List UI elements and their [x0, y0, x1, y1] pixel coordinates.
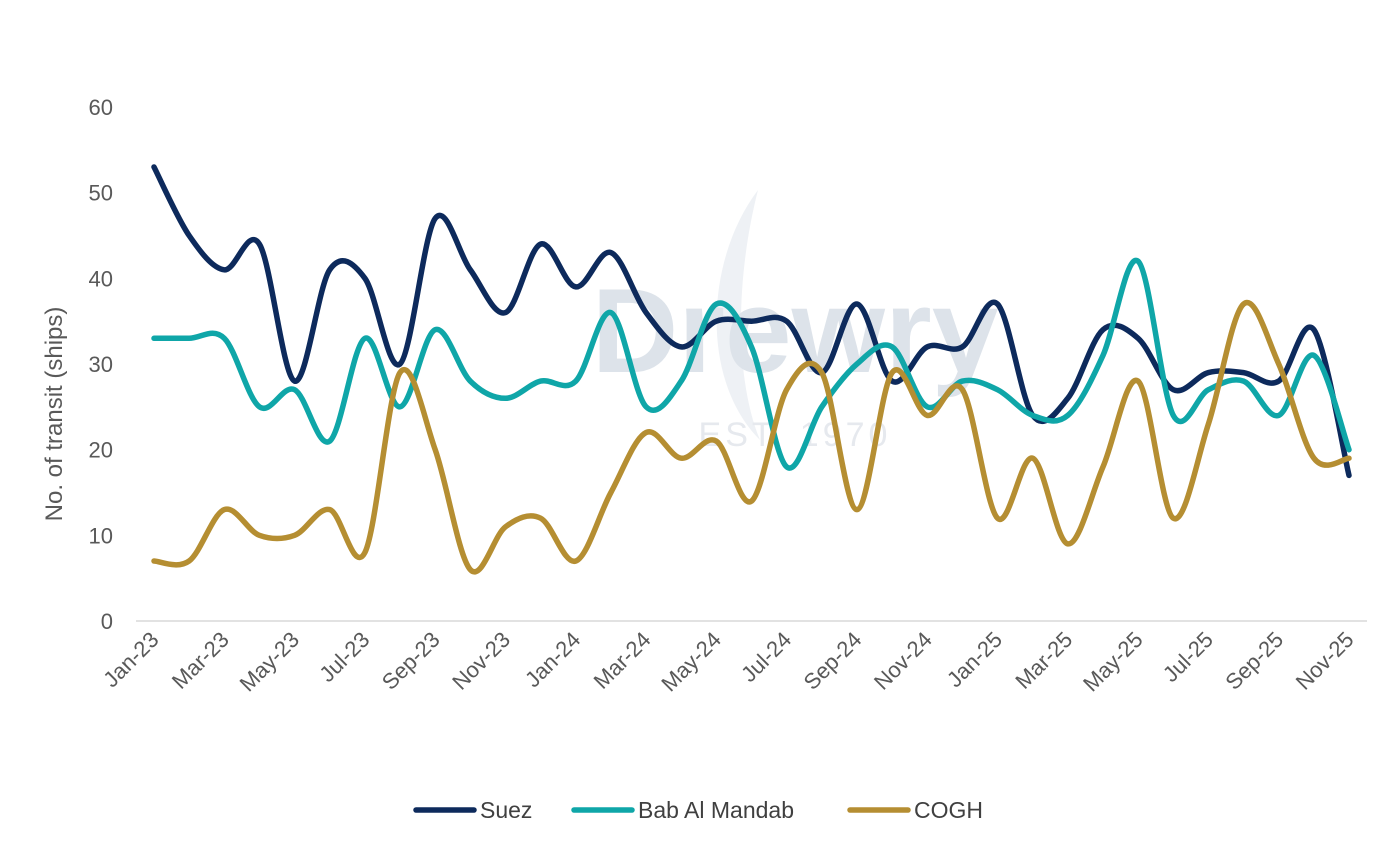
x-tick-label: May-24 — [656, 627, 726, 697]
x-tick-label: May-25 — [1078, 627, 1148, 697]
legend: Suez Bab Al Mandab COGH — [413, 797, 983, 823]
series-line-bab-al-mandab — [151, 257, 1352, 471]
x-tick-label: May-23 — [235, 627, 305, 697]
series-line-cogh — [151, 299, 1352, 575]
x-tick-label: Sep-23 — [377, 627, 445, 695]
y-tick-label: 60 — [89, 95, 113, 120]
y-axis-ticks: 0 10 20 30 40 50 60 — [89, 95, 113, 634]
legend-label-cogh: COGH — [914, 797, 983, 823]
y-tick-label: 10 — [89, 523, 113, 548]
x-tick-label: Jan-24 — [520, 627, 585, 692]
x-tick-label: Mar-23 — [167, 627, 234, 694]
x-axis-ticks: Jan-23 Mar-23 May-23 Jul-23 Sep-23 Nov-23 Jan-… — [98, 627, 1358, 697]
x-tick-label: Jul-23 — [314, 627, 374, 687]
x-tick-label: Mar-24 — [589, 627, 656, 694]
y-tick-label: 20 — [89, 438, 113, 463]
x-tick-label: Nov-24 — [869, 627, 937, 695]
x-tick-label: Nov-25 — [1291, 627, 1359, 695]
x-tick-label: Jul-25 — [1158, 627, 1218, 687]
y-tick-label: 50 — [89, 181, 113, 206]
y-tick-label: 0 — [101, 609, 113, 634]
x-tick-label: Mar-25 — [1010, 627, 1077, 694]
y-tick-label: 40 — [89, 266, 113, 291]
x-tick-label: Nov-23 — [447, 627, 515, 695]
legend-label-bab-al-mandab: Bab Al Mandab — [638, 797, 794, 823]
legend-label-suez: Suez — [480, 797, 532, 823]
watermark-tagline: EST. 1970 — [699, 416, 892, 454]
x-tick-label: Jul-24 — [736, 627, 796, 687]
y-axis-label: No. of transit (ships) — [41, 307, 68, 522]
x-tick-label: Sep-25 — [1220, 627, 1288, 695]
x-tick-label: Sep-24 — [799, 627, 867, 695]
y-tick-label: 30 — [89, 352, 113, 377]
series-lines — [151, 164, 1352, 575]
x-tick-label: Jan-23 — [98, 627, 163, 692]
x-tick-label: Jan-25 — [942, 627, 1007, 692]
